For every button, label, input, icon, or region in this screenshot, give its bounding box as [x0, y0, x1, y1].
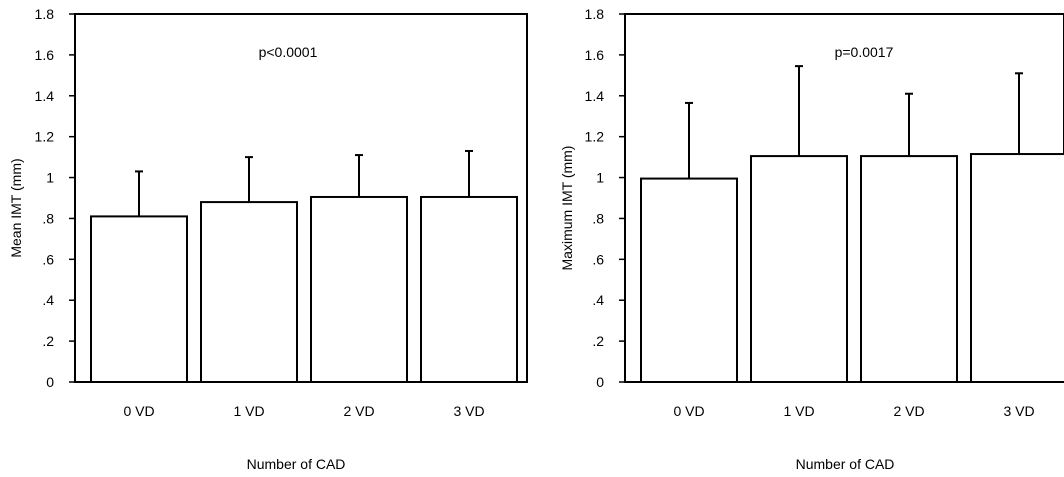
bar [640, 177, 738, 383]
bar [420, 195, 518, 383]
x-tick-label: 2 VD [893, 403, 924, 419]
y-tick-label: .2 [42, 333, 54, 349]
bar [970, 153, 1064, 383]
y-tick-label: .8 [592, 210, 604, 226]
bar [750, 155, 848, 383]
y-tick-label: 1.2 [585, 129, 605, 145]
bar [860, 155, 958, 383]
x-tick-label: 1 VD [783, 403, 814, 419]
y-axis-label: Mean IMT (mm) [8, 158, 24, 257]
x-tick-label: 0 VD [673, 403, 704, 419]
maximum-imt-chart: 0 .2 .4 .6 .8 1 1.2 1.4 1.6 1.8 0 VD 1 VD 2 VD 3 VD p=… [559, 6, 1064, 472]
bar [310, 195, 408, 383]
x-axis-label: Number of CAD [796, 456, 895, 472]
y-tick-label: .8 [42, 210, 54, 226]
y-axis-label: Maximum IMT (mm) [559, 146, 575, 271]
y-tick-label: 1.8 [585, 6, 605, 22]
p-value-annotation: p<0.0001 [259, 44, 318, 60]
y-tick-label: 1.2 [35, 129, 55, 145]
y-tick-label: .2 [592, 333, 604, 349]
y-tick-label: 1 [596, 170, 604, 186]
x-tick-label: 1 VD [233, 403, 264, 419]
bar [200, 201, 298, 383]
y-tick-label: 0 [596, 374, 604, 390]
y-tick-label: .6 [42, 251, 54, 267]
x-tick-label: 3 VD [453, 403, 484, 419]
y-tick-label: 0 [46, 374, 54, 390]
y-tick-label: .4 [42, 292, 54, 308]
plot-frame [74, 13, 528, 383]
x-tick-label: 0 VD [123, 403, 154, 419]
y-tick-label: 1.8 [35, 6, 55, 22]
x-tick-label: 3 VD [1003, 403, 1034, 419]
y-tick-label: 1.4 [35, 88, 55, 104]
y-tick-label: .4 [592, 292, 604, 308]
bar [90, 215, 188, 383]
y-tick-label: 1.4 [585, 88, 605, 104]
x-tick-label: 2 VD [343, 403, 374, 419]
y-tick-label: 1 [46, 170, 54, 186]
mean-imt-chart: 0 .2 .4 .6 .8 1 1.2 1.4 1.6 1.8 0 VD 1 VD 2 VD 3 VD p<… [8, 6, 528, 472]
y-tick-label: 1.6 [585, 47, 605, 63]
y-tick-label: .6 [592, 251, 604, 267]
x-axis-label: Number of CAD [247, 456, 346, 472]
y-tick-label: 1.6 [35, 47, 55, 63]
p-value-annotation: p=0.0017 [835, 44, 894, 60]
